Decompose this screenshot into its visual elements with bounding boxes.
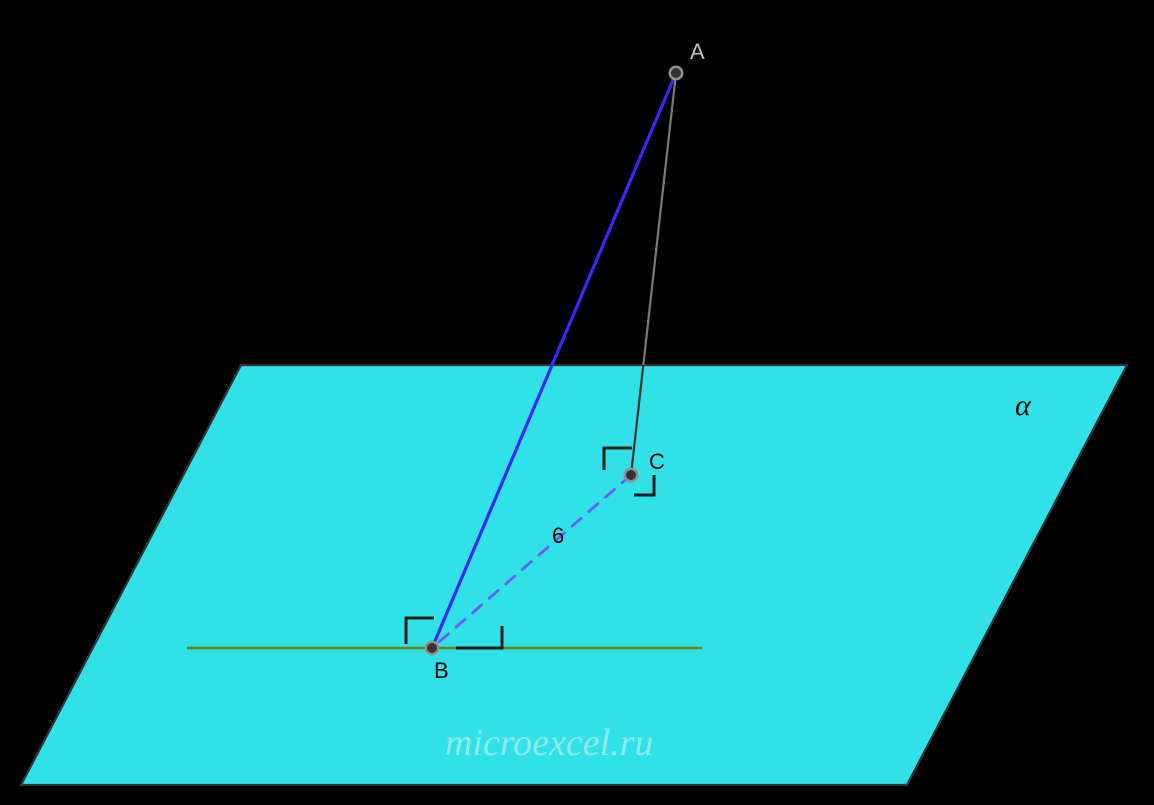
length-label-cb: 6 <box>552 523 564 548</box>
watermark: microexcel.ru <box>445 722 654 764</box>
point-label-b: B <box>434 658 449 683</box>
point-label-c: C <box>649 449 665 474</box>
plane-label-alpha: α <box>1015 389 1032 422</box>
point-label-a: A <box>690 39 705 64</box>
length-label-ab: 10 <box>516 268 540 293</box>
